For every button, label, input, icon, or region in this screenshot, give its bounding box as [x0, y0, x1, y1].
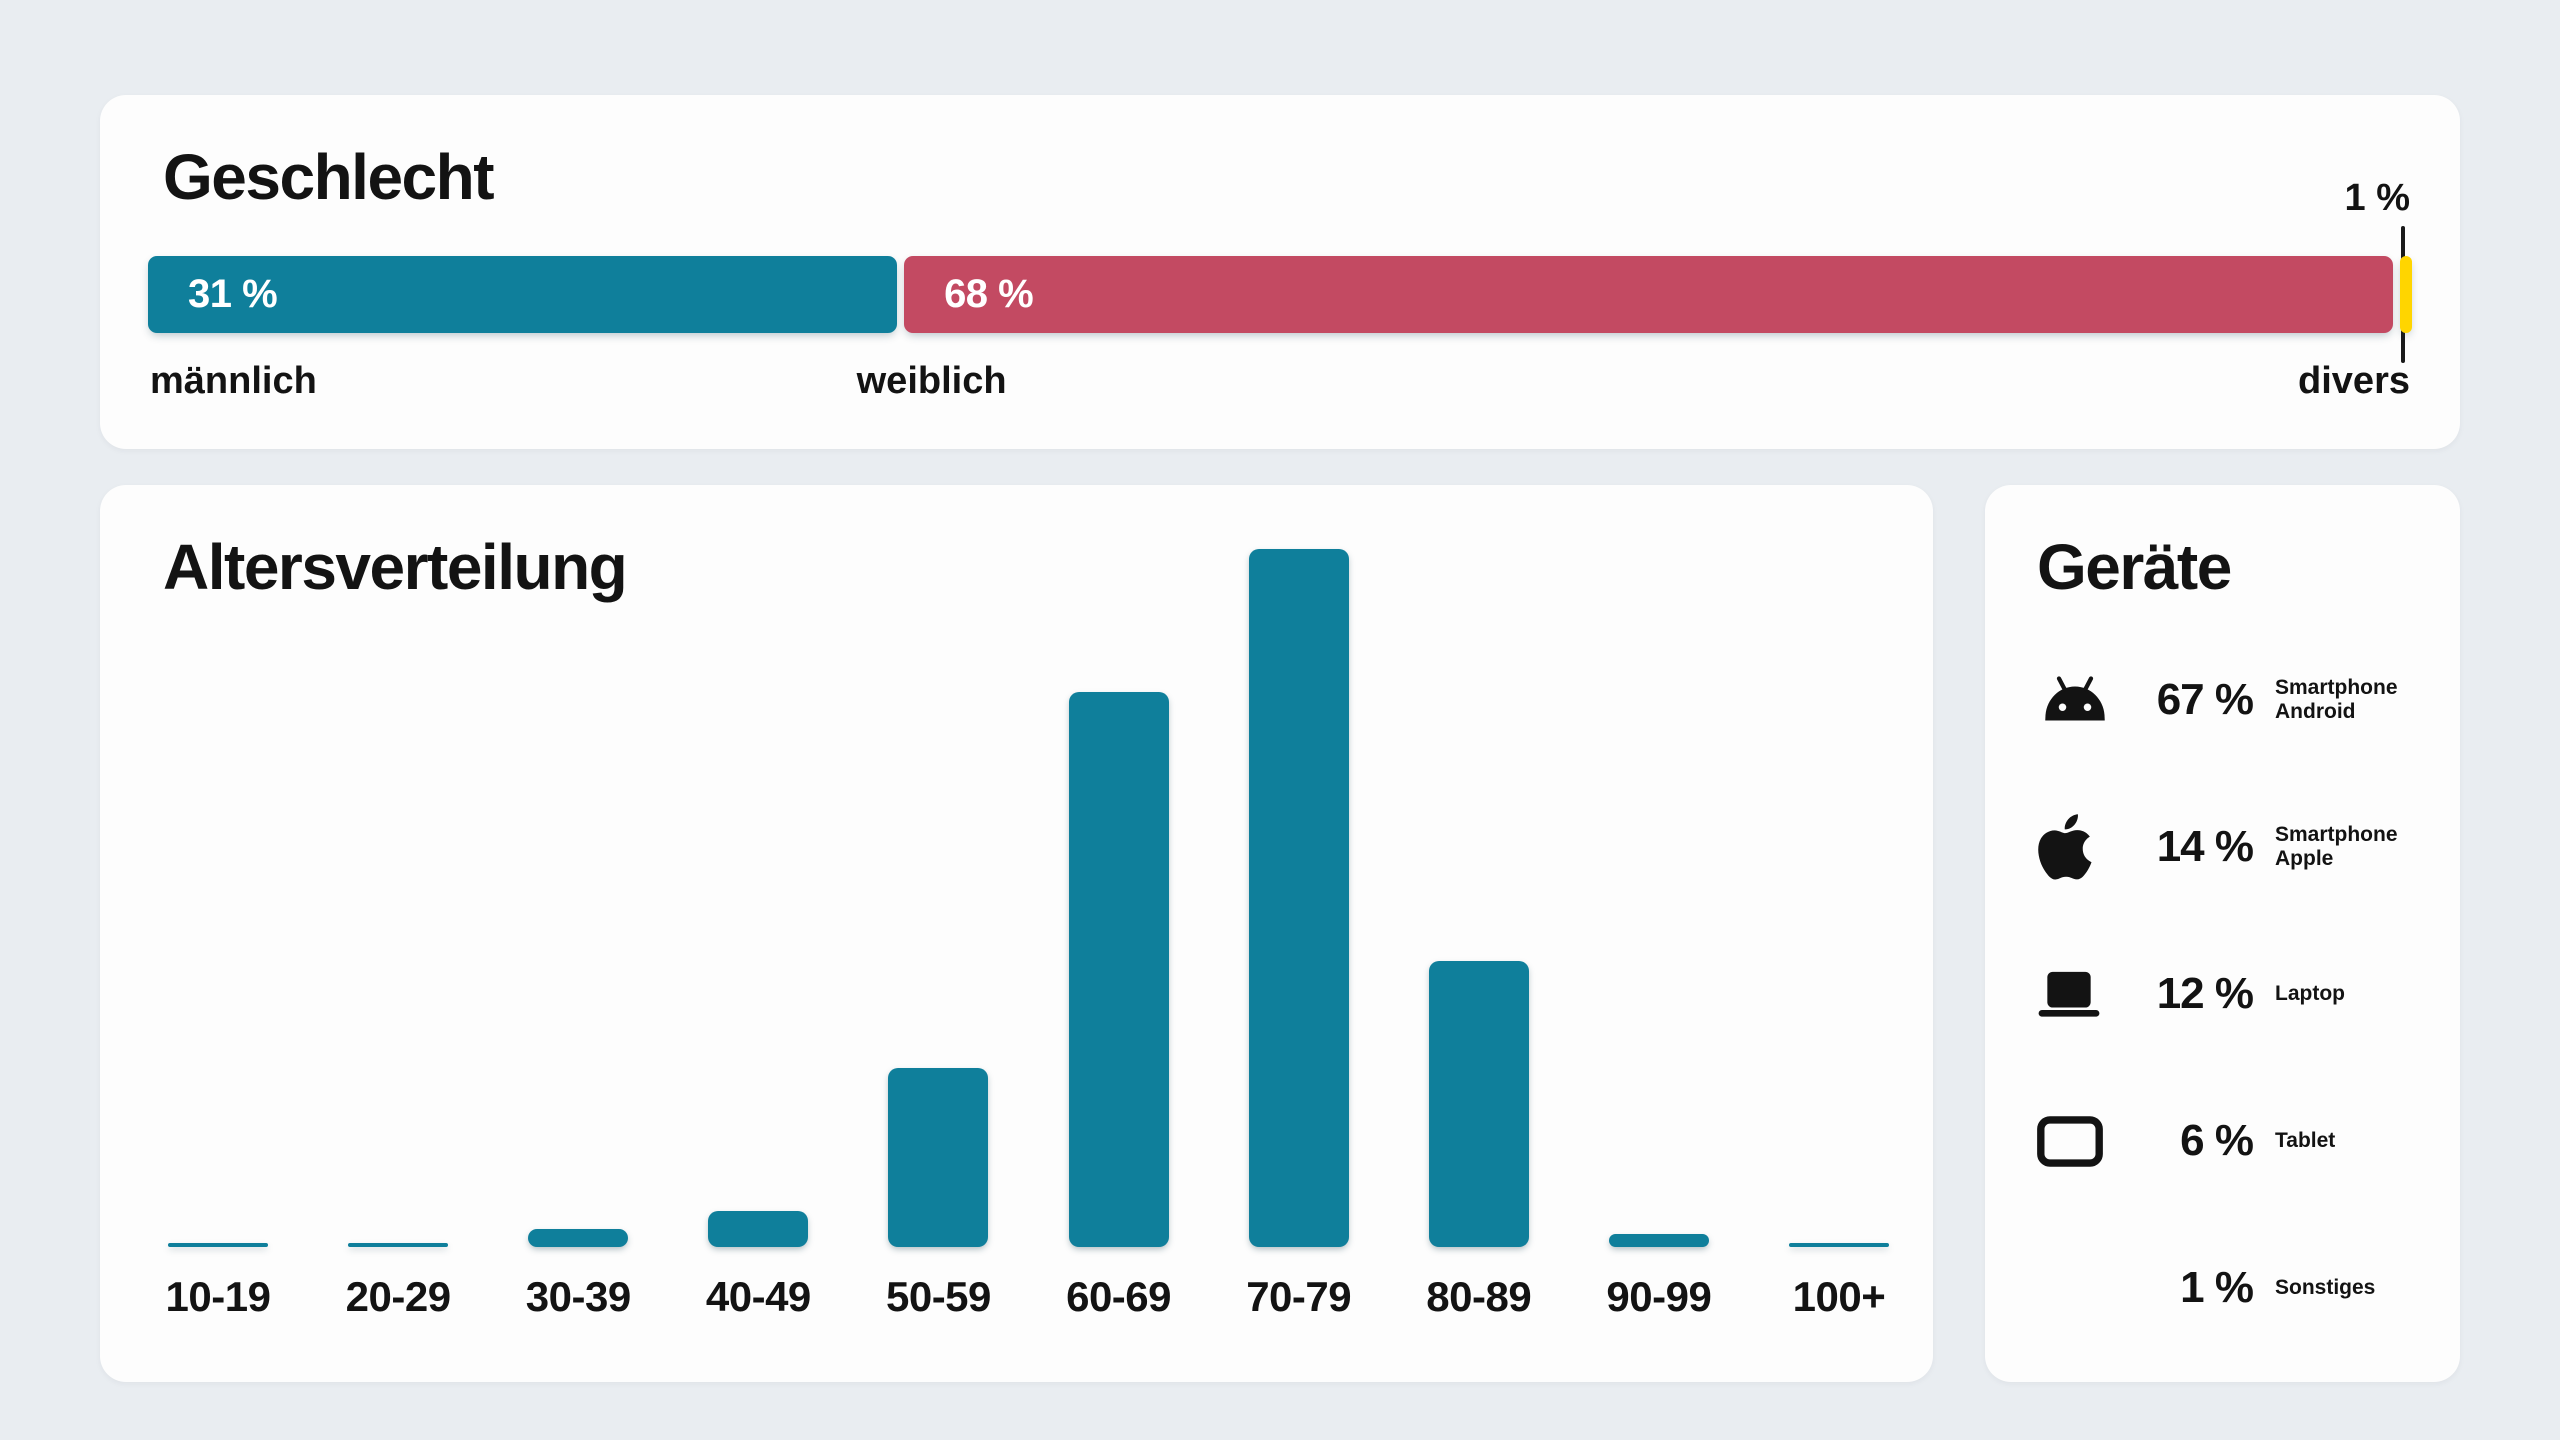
gender-label-maennlich: männlich — [150, 360, 317, 402]
age-bar-chart: 10-19 20-29 30-39 40-49 50-59 60-69 70-79 80-89… — [166, 547, 1889, 1320]
age-axis-label: 20-29 — [345, 1273, 451, 1320]
android-icon — [2037, 664, 2121, 736]
age-bar — [1428, 961, 1529, 1247]
age-bar-column-40-49: 40-49 — [706, 547, 811, 1320]
device-row-sonstiges: 1 % Sonstiges — [2037, 1243, 2430, 1333]
gender-segment-maennlich-value: 31 % — [188, 272, 278, 316]
device-list: 67 % Smartphone Android 14 % Smartphone Apple… — [2037, 655, 2430, 1333]
age-bar-column-100+: 100+ — [1788, 547, 1889, 1320]
age-axis-label: 80-89 — [1426, 1273, 1532, 1320]
gender-segment-divers — [2400, 256, 2412, 333]
age-bar — [1068, 692, 1169, 1247]
age-bar — [348, 1243, 449, 1247]
device-row-smartphone-android: 67 % Smartphone Android — [2037, 655, 2430, 745]
gender-stacked-bar: 31 % 68 % 1 % — [148, 177, 2412, 363]
device-row-tablet: 6 % Tablet — [2037, 1096, 2430, 1186]
device-label: Smartphone Apple — [2275, 822, 2398, 870]
age-card-title: Altersverteilung — [163, 531, 628, 603]
device-percentage: 1 % — [2180, 1263, 2254, 1312]
age-axis-label: 70-79 — [1246, 1273, 1352, 1320]
gender-label-divers: divers — [2298, 360, 2410, 402]
no-icon — [2037, 1252, 2121, 1324]
laptop-icon — [2037, 958, 2121, 1030]
age-bar-column-60-69: 60-69 — [1066, 547, 1172, 1320]
age-axis-label: 60-69 — [1066, 1273, 1172, 1320]
divers-callout-value: 1 % — [2344, 177, 2410, 219]
age-axis-label: 10-19 — [165, 1273, 271, 1320]
device-percentage: 67 % — [2156, 675, 2254, 724]
age-bar — [1608, 1234, 1709, 1247]
age-bar — [888, 1068, 989, 1247]
gender-axis-labels: männlich weiblich divers — [148, 360, 2412, 406]
gender-segment-maennlich: 31 % — [148, 256, 898, 333]
age-axis-label: 40-49 — [705, 1273, 811, 1320]
age-bar-column-80-89: 80-89 — [1426, 547, 1532, 1320]
gender-segment-weiblich-value: 68 % — [944, 272, 1034, 316]
device-label: Smartphone Android — [2275, 675, 2398, 723]
age-axis-label: 90-99 — [1606, 1273, 1712, 1320]
device-row-laptop: 12 % Laptop — [2037, 949, 2430, 1039]
gender-card-title: Geschlecht — [163, 141, 495, 213]
device-percentage: 12 % — [2156, 969, 2254, 1018]
age-axis-label: 100+ — [1792, 1273, 1886, 1320]
age-axis-label: 30-39 — [525, 1273, 631, 1320]
age-bar-column-20-29: 20-29 — [346, 547, 451, 1320]
age-bar-column-70-79: 70-79 — [1246, 547, 1352, 1320]
age-distribution-card: Altersverteilung 10-19 20-29 30-39 40-49 50-… — [100, 485, 1933, 1382]
tablet-icon — [2037, 1105, 2121, 1177]
devices-card: Geräte 67 % Smartphone Android 14 % Smartpho… — [1985, 485, 2460, 1382]
device-percentage: 6 % — [2180, 1116, 2254, 1165]
age-bar-column-10-19: 10-19 — [166, 547, 271, 1320]
gender-card: Geschlecht 31 % 68 % 1 % männlich weibli… — [100, 95, 2460, 449]
age-bar-column-30-39: 30-39 — [526, 547, 631, 1320]
device-label: Sonstiges — [2275, 1275, 2376, 1299]
devices-card-title: Geräte — [2037, 531, 2232, 603]
gender-label-weiblich: weiblich — [856, 360, 1007, 402]
age-bar — [1248, 549, 1349, 1247]
age-bar — [1788, 1243, 1889, 1247]
age-bar-column-90-99: 90-99 — [1606, 547, 1712, 1320]
age-bar — [528, 1229, 629, 1247]
device-label: Tablet — [2275, 1128, 2336, 1152]
age-bar — [168, 1243, 268, 1247]
age-bar-column-50-59: 50-59 — [886, 547, 991, 1320]
device-label: Laptop — [2275, 981, 2345, 1005]
device-row-smartphone-apple: 14 % Smartphone Apple — [2037, 802, 2430, 892]
device-percentage: 14 % — [2156, 822, 2254, 871]
apple-icon — [2037, 811, 2121, 883]
gender-segment-weiblich: 68 % — [904, 256, 2393, 333]
age-bar — [708, 1211, 809, 1247]
age-axis-label: 50-59 — [885, 1273, 991, 1320]
